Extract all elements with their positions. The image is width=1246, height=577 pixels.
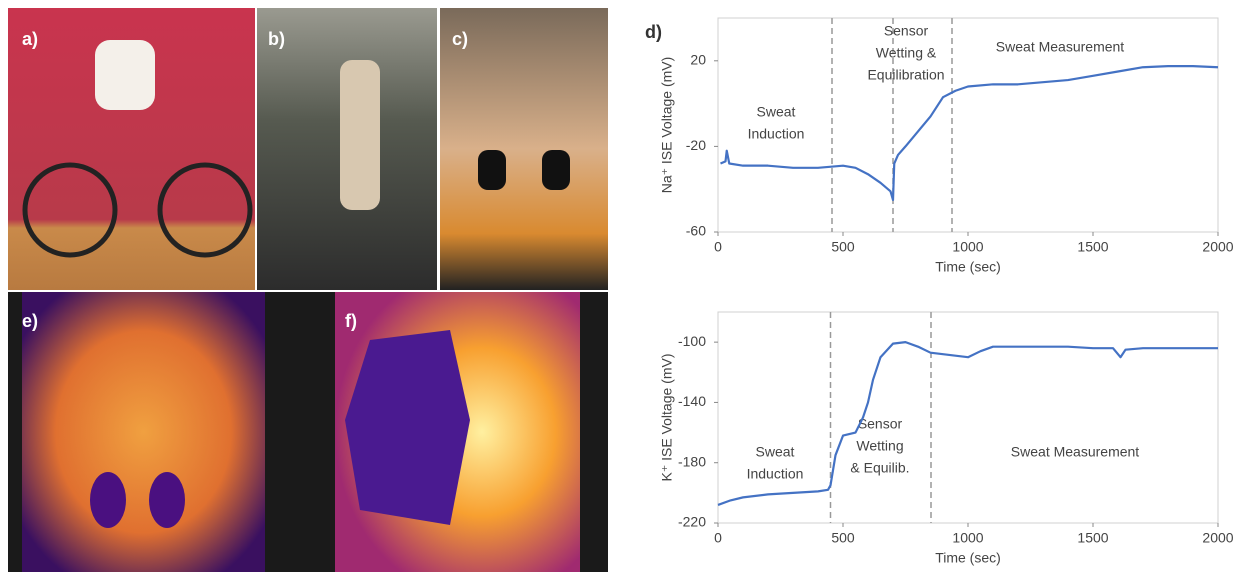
x-axis-label: Time (sec) <box>935 259 1001 275</box>
phase-annotation: Equilibration <box>867 67 944 83</box>
x-tick-label: 0 <box>714 530 722 546</box>
phase-annotation: Induction <box>747 466 804 482</box>
thermal-back <box>22 292 265 572</box>
figure: a) b) c) e) f) d) -60 -20 20 0 500 1000 1500 2000 Time… <box>0 0 1246 577</box>
runner <box>340 60 380 210</box>
phase-annotation: & Equilib. <box>850 460 909 476</box>
photos <box>8 8 608 572</box>
phase-annotation: Sweat <box>757 104 796 120</box>
phase-annotation: Sweat Measurement <box>1011 444 1140 460</box>
y-tick-label: -20 <box>686 137 706 153</box>
phase-annotation: Wetting <box>856 438 903 454</box>
y-axis-label: Na⁺ ISE Voltage (mV) <box>659 57 675 194</box>
sensor-spot <box>149 472 185 528</box>
phase-annotation: Sweat Measurement <box>996 39 1125 55</box>
x-tick-label: 2000 <box>1202 239 1233 255</box>
x-tick-label: 1000 <box>952 239 983 255</box>
y-tick-label: -180 <box>678 453 706 469</box>
x-tick-label: 0 <box>714 239 722 255</box>
sensor-spot <box>90 472 126 528</box>
plot-frame <box>718 312 1218 523</box>
x-tick-label: 1500 <box>1077 530 1108 546</box>
y-tick-label: -220 <box>678 514 706 530</box>
x-tick-label: 1500 <box>1077 239 1108 255</box>
y-axis-label: K⁺ ISE Voltage (mV) <box>659 354 675 482</box>
phase-annotation: Induction <box>748 126 805 142</box>
x-tick-label: 500 <box>831 530 855 546</box>
y-tick-label: -60 <box>686 223 706 239</box>
phase-annotation: Sensor <box>858 416 903 432</box>
panel-label: a) <box>22 29 38 49</box>
x-tick-label: 1000 <box>952 530 983 546</box>
rider <box>95 40 155 110</box>
panel-label: f) <box>345 311 357 331</box>
x-tick-label: 2000 <box>1202 530 1233 546</box>
phase-annotation: Sweat <box>756 444 795 460</box>
x-tick-label: 500 <box>831 239 855 255</box>
panel-label: b) <box>268 29 285 49</box>
panel-label: e) <box>22 311 38 331</box>
y-tick-label: -140 <box>678 393 706 409</box>
phase-annotation: Wetting & <box>876 45 937 61</box>
sensor <box>542 150 570 190</box>
panel-label: d) <box>645 22 662 42</box>
x-axis-label: Time (sec) <box>935 550 1001 566</box>
y-tick-label: 20 <box>690 52 706 68</box>
photo-back <box>440 8 608 290</box>
phase-annotation: Sensor <box>884 23 929 39</box>
y-tick-label: -100 <box>678 333 706 349</box>
sensor <box>478 150 506 190</box>
panel-label: c) <box>452 29 468 49</box>
